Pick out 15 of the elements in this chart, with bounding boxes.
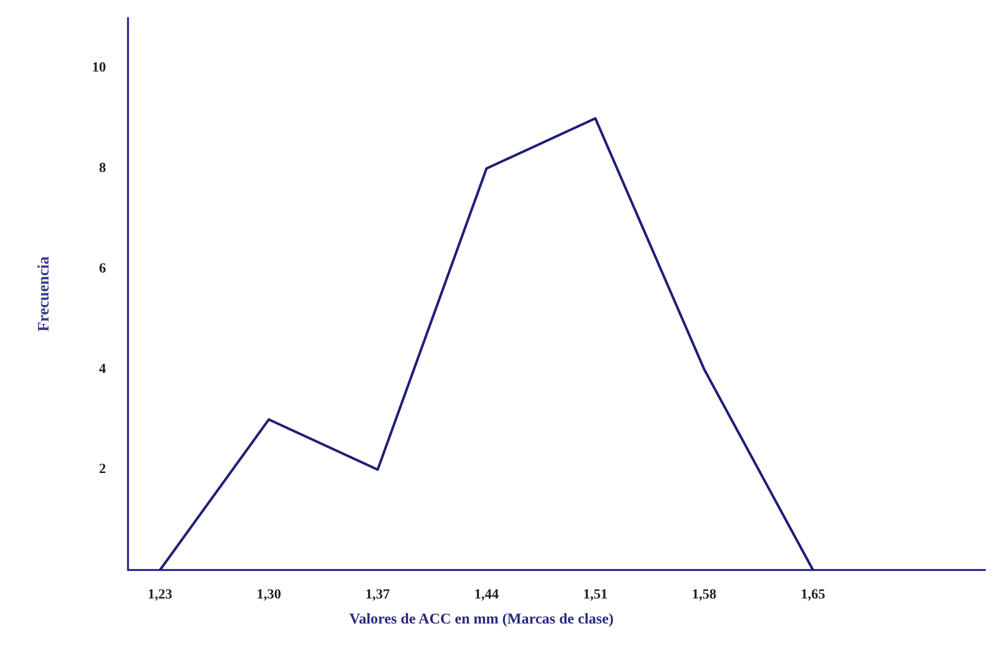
x-tick-label: 1,23 [148,588,172,602]
y-tick-label: 4 [99,362,106,377]
y-tick-label: 2 [99,462,106,478]
x-tick-label: 1,44 [474,588,499,602]
x-tick-label: 1,65 [800,588,826,602]
x-tick-label: 1,37 [365,588,390,602]
line-series [158,117,814,572]
y-tick-label: 6 [99,261,106,276]
x-axis-title: Valores de ACC en mm (Marcas de clase) [349,612,614,628]
x-tick-label: 1,58 [692,588,716,602]
x-tick-label: 1,30 [256,588,282,602]
y-tick-label: 8 [99,161,106,176]
x-tick-label: 1,51 [583,588,608,602]
y-tick-label: 10 [92,60,106,76]
y-axis-title: Frecuencia [36,256,52,332]
